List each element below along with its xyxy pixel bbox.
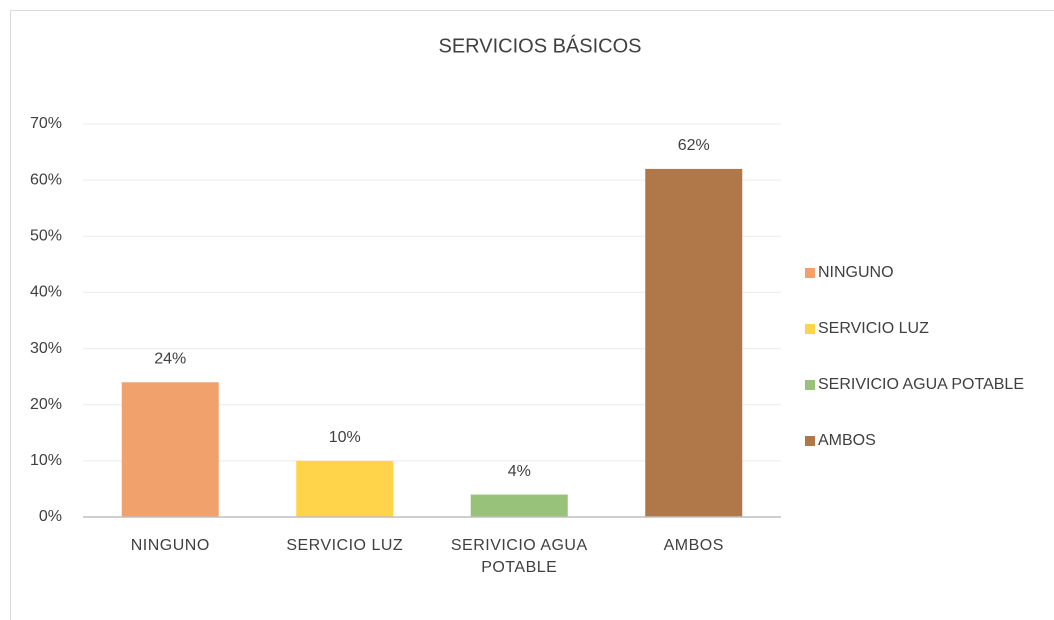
data-label: 4%	[508, 463, 531, 480]
bar	[645, 168, 743, 517]
y-tick-label: 60%	[30, 171, 62, 188]
y-tick-label: 20%	[30, 396, 62, 413]
y-tick-label: 40%	[30, 284, 62, 301]
bar	[470, 494, 568, 517]
legend-label: SERIVICIO AGUA POTABLE	[818, 376, 1024, 393]
y-tick-label: 30%	[30, 340, 62, 357]
data-label: 10%	[329, 429, 361, 446]
legend-label: SERVICIO LUZ	[818, 320, 929, 337]
chart-title: SERVICIOS BÁSICOS	[438, 34, 641, 57]
x-tick-label: AMBOS	[663, 537, 724, 554]
legend-swatch	[805, 324, 815, 334]
y-tick-label: 70%	[30, 115, 62, 132]
legend-swatch	[805, 436, 815, 446]
y-tick-label: 50%	[30, 228, 62, 245]
y-tick-label: 10%	[30, 452, 62, 469]
bar	[121, 382, 219, 517]
legend-label: NINGUNO	[818, 264, 894, 281]
chart-frame	[10, 10, 1054, 620]
x-tick-label: NINGUNO	[130, 537, 210, 554]
data-label: 62%	[678, 137, 710, 154]
x-tick-label: SERVICIO LUZ	[286, 537, 404, 554]
data-label: 24%	[154, 350, 186, 367]
legend-swatch	[805, 380, 815, 390]
legend-swatch	[805, 268, 815, 278]
bar	[296, 460, 394, 517]
legend-label: AMBOS	[818, 432, 876, 449]
x-tick-label: SERIVICIO AGUA POTABLE	[450, 537, 588, 576]
y-tick-label: 0%	[39, 508, 62, 525]
